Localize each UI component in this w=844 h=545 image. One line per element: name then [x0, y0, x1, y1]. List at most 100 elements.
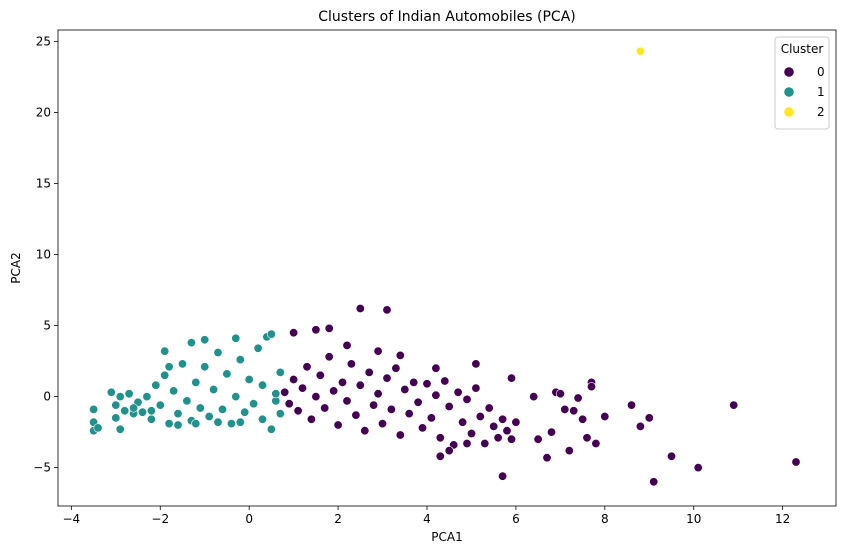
cluster-1-point: [160, 370, 170, 380]
cluster-1-point: [124, 389, 134, 399]
cluster-0-point: [644, 413, 654, 423]
cluster-0-point: [435, 451, 445, 461]
cluster-0-point: [346, 359, 356, 369]
cluster-1-point: [240, 407, 250, 417]
cluster-0-point: [302, 362, 312, 372]
x-tick-label: 10: [686, 512, 701, 526]
legend-label-2: 2: [817, 105, 825, 119]
cluster-0-point: [440, 376, 450, 386]
cluster-1-point: [275, 367, 285, 377]
cluster-0-point: [311, 392, 321, 402]
cluster-0-point: [431, 363, 441, 373]
x-tick-label: 8: [601, 512, 609, 526]
cluster-0-point: [391, 363, 401, 373]
cluster-0-point: [395, 430, 405, 440]
cluster-0-point: [493, 433, 503, 443]
cluster-0-point: [404, 409, 414, 419]
cluster-0-point: [466, 428, 476, 438]
legend-box: [774, 36, 830, 130]
cluster-1-point: [275, 409, 285, 419]
cluster-1-point: [226, 419, 236, 429]
cluster-0-point: [693, 463, 703, 473]
cluster-0-point: [355, 303, 365, 313]
cluster-0-point: [506, 373, 516, 383]
cluster-1-point: [195, 403, 205, 413]
cluster-0-point: [311, 325, 321, 335]
cluster-0-point: [649, 477, 659, 487]
legend-marker-1: [784, 87, 794, 97]
cluster-0-point: [422, 379, 432, 389]
y-tick-label: 5: [43, 319, 51, 333]
cluster-0-point: [529, 392, 539, 402]
cluster-0-point: [364, 367, 374, 377]
cluster-1-point: [111, 400, 121, 410]
cluster-1-point: [266, 329, 276, 339]
cluster-0-point: [480, 438, 490, 448]
cluster-0-point: [289, 328, 299, 338]
legend-label-1: 1: [817, 85, 825, 99]
cluster-0-point: [360, 426, 370, 436]
cluster-0-point: [293, 406, 303, 416]
cluster-0-point: [289, 374, 299, 384]
cluster-1-point: [213, 417, 223, 427]
cluster-0-point: [586, 382, 596, 392]
cluster-0-point: [475, 411, 485, 421]
cluster-0-point: [458, 417, 468, 427]
cluster-0-point: [373, 389, 383, 399]
legend-marker-0: [784, 67, 794, 77]
cluster-0-point: [666, 451, 676, 461]
cluster-0-point: [626, 400, 636, 410]
legend-title: Cluster: [781, 42, 824, 56]
cluster-1-point: [182, 396, 192, 406]
cluster-0-point: [444, 446, 454, 456]
cluster-1-point: [129, 403, 139, 413]
cluster-1-point: [257, 380, 267, 390]
cluster-0-point: [462, 394, 472, 404]
y-tick-label: 20: [36, 105, 51, 119]
cluster-1-point: [115, 424, 125, 434]
cluster-0-point: [333, 420, 343, 430]
cluster-0-point: [533, 434, 543, 444]
cluster-0-point: [435, 433, 445, 443]
cluster-0-point: [306, 414, 316, 424]
cluster-0-point: [342, 396, 352, 406]
cluster-0-point: [502, 426, 512, 436]
cluster-1-point: [209, 384, 219, 394]
chart-title: Clusters of Indian Automobiles (PCA): [318, 9, 576, 25]
cluster-1-point: [146, 414, 156, 424]
legend: Cluster 0 1 2: [774, 36, 830, 130]
x-axis-label: PCA1: [431, 530, 462, 544]
cluster-1-point: [138, 407, 148, 417]
cluster-0-point: [386, 404, 396, 414]
cluster-1-point: [93, 423, 103, 433]
cluster-1-point: [155, 400, 165, 410]
y-axis: −5 0 5 10 15 20 25: [33, 34, 58, 475]
cluster-1-point: [106, 387, 116, 397]
cluster-1-point: [271, 389, 281, 399]
cluster-1-point: [191, 419, 201, 429]
cluster-1-point: [200, 335, 210, 345]
cluster-0-point: [297, 383, 307, 393]
cluster-0-point: [600, 411, 610, 421]
cluster-0-point: [320, 403, 330, 413]
plot-frame: [57, 29, 837, 507]
cluster-0-point: [426, 413, 436, 423]
cluster-0-point: [324, 352, 334, 362]
x-tick-label: −2: [151, 512, 169, 526]
cluster-1-point: [235, 355, 245, 365]
cluster-0-point: [564, 446, 574, 456]
x-tick-label: 6: [512, 512, 520, 526]
cluster-0-point: [573, 393, 583, 403]
cluster-0-point: [382, 305, 392, 315]
cluster-1-point: [115, 392, 125, 402]
cluster-0-point: [729, 400, 739, 410]
cluster-1-point: [266, 424, 276, 434]
cluster-0-point: [453, 387, 463, 397]
cluster-1-point: [231, 392, 241, 402]
cluster-1-point: [169, 386, 179, 396]
plot-points: [89, 46, 801, 487]
cluster-0-point: [498, 471, 508, 481]
cluster-1-point: [173, 409, 183, 419]
cluster-0-point: [546, 427, 556, 437]
cluster-1-point: [89, 404, 99, 414]
